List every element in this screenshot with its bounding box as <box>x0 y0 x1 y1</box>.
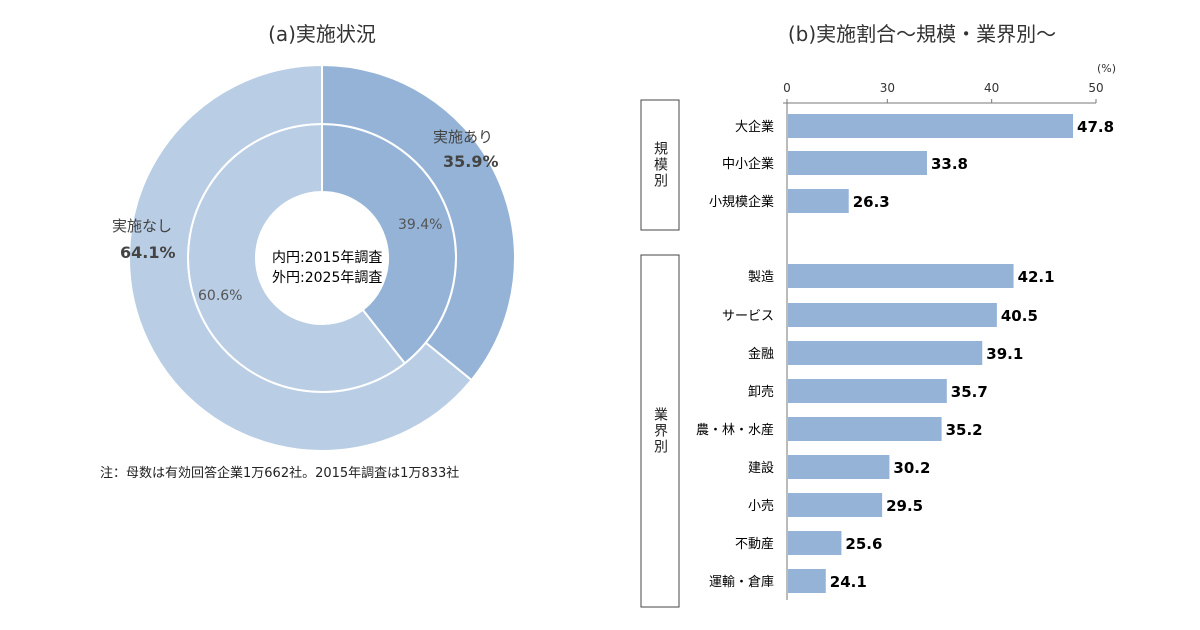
bar <box>788 341 983 365</box>
x-tick-label: 0 <box>783 81 791 95</box>
donut-chart: 39.4% 60.6% 実施あり 35.9% 実施なし 64.1% 内円:2015年調査外円… <box>112 63 516 452</box>
inner-yes-label: 39.4% <box>398 217 442 233</box>
value-label: 35.7 <box>951 383 988 401</box>
outer-yes-label: 35.9% <box>443 152 499 171</box>
center-label-outer: 外円:2025年調査 <box>272 270 382 286</box>
group-label-industry: 業界別 <box>652 407 668 455</box>
footnote: 注：母数は有効回答企業1万662社。2015年調査は1万833社 <box>100 466 460 481</box>
category-label: 運輸・倉庫 <box>709 575 774 590</box>
bar <box>788 151 927 175</box>
unit-label: (%) <box>1097 62 1116 75</box>
bar <box>788 531 842 555</box>
x-tick-label: 40 <box>984 81 999 95</box>
x-tick-label: 50 <box>1088 81 1103 95</box>
value-label: 35.2 <box>946 421 983 439</box>
category-label: 小規模企業 <box>709 194 774 210</box>
x-tick-label: 30 <box>880 81 895 95</box>
category-label: 卸売 <box>748 384 774 400</box>
bar-title: (b)実施割合～規模・業界別～ <box>787 22 1057 46</box>
value-label: 47.8 <box>1077 118 1114 136</box>
bar <box>788 417 942 441</box>
value-label: 42.1 <box>1018 268 1055 286</box>
value-label: 29.5 <box>886 497 923 515</box>
value-label: 33.8 <box>931 155 968 173</box>
category-label: 小売 <box>748 498 774 514</box>
value-label: 24.1 <box>830 573 867 591</box>
value-label: 25.6 <box>845 535 882 553</box>
category-label: 中小企業 <box>722 156 774 172</box>
bar <box>788 493 883 517</box>
category-label: サービス <box>722 309 774 324</box>
value-label: 40.5 <box>1001 307 1038 325</box>
category-label: 大企業 <box>735 119 774 135</box>
value-label: 26.3 <box>853 193 890 211</box>
group-label-size: 規模別 <box>652 141 668 189</box>
donut-title: (a)実施状況 <box>268 22 376 46</box>
bar <box>788 455 890 479</box>
value-label: 30.2 <box>893 459 930 477</box>
outer-no-category: 実施なし <box>112 217 172 235</box>
bar <box>788 379 947 403</box>
center-label-inner: 内円:2015年調査 <box>272 250 382 266</box>
bar <box>788 114 1074 138</box>
group-bracket <box>640 254 680 608</box>
category-label: 建設 <box>748 460 774 476</box>
outer-ring-slice-yes <box>321 63 516 382</box>
outer-yes-category: 実施あり <box>433 128 493 146</box>
bar <box>788 264 1014 288</box>
category-label: 製造 <box>748 270 774 285</box>
category-label: 不動産 <box>735 536 774 552</box>
outer-ring-slice-no <box>128 63 473 452</box>
category-label: 金融 <box>748 346 774 362</box>
inner-no-label: 60.6% <box>198 288 242 304</box>
bar <box>788 189 849 213</box>
value-label: 39.1 <box>986 345 1023 363</box>
outer-no-label: 64.1% <box>120 243 176 262</box>
bar <box>788 303 997 327</box>
bar <box>788 569 826 593</box>
group-bracket <box>640 99 680 231</box>
category-label: 農・林・水産 <box>696 422 774 438</box>
